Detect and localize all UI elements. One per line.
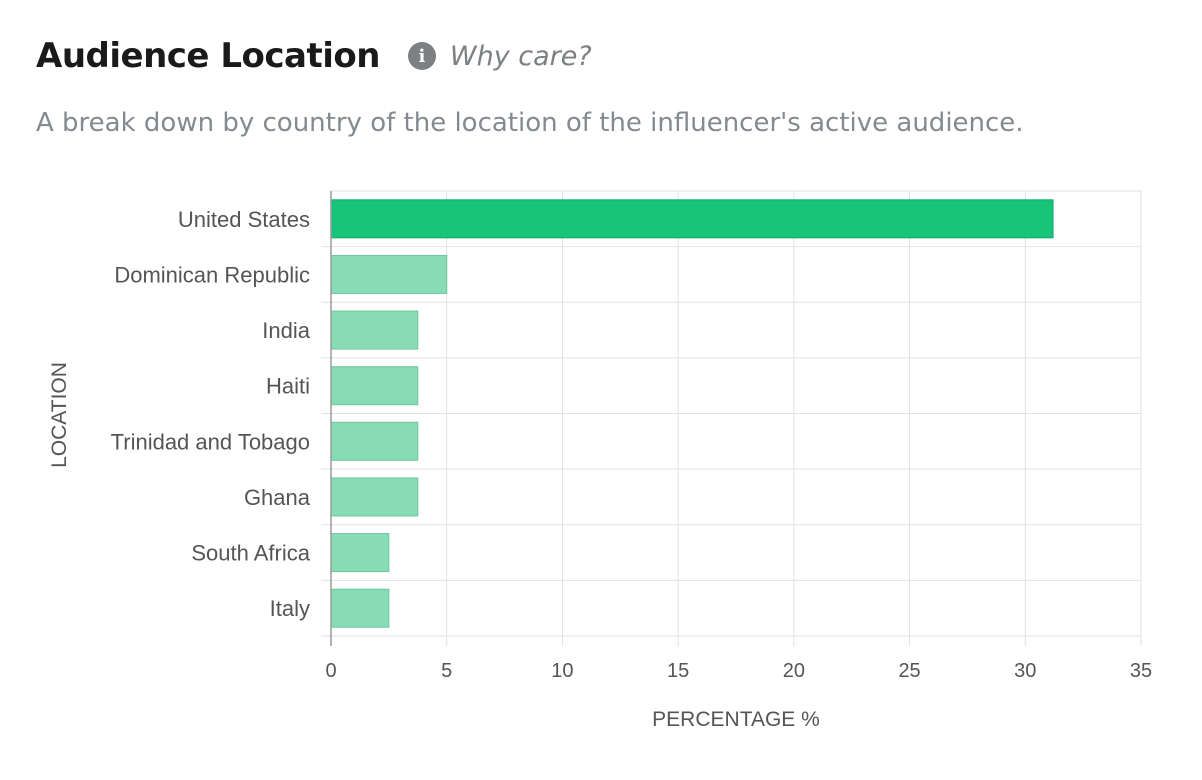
y-tick-label: United States [178,207,310,232]
bar-ghana[interactable] [330,477,419,517]
y-tick-label: Ghana [244,485,311,510]
why-care-link[interactable]: Why care? [449,40,592,72]
x-tick-label: 25 [898,660,920,682]
chart-header: Audience Location i Why care? [36,36,592,76]
y-tick-label: Haiti [266,374,310,399]
y-tick-label: Italy [270,596,310,621]
x-tick-label: 30 [1014,660,1036,682]
x-tick-label: 15 [667,660,689,682]
page-title: Audience Location [36,36,380,76]
x-tick-label: 20 [783,660,805,682]
bar-italy[interactable] [330,588,390,628]
y-tick-label: India [262,318,310,343]
x-tick-label: 5 [441,660,452,682]
x-tick-label: 35 [1130,660,1152,682]
y-tick-label: Dominican Republic [114,262,310,287]
bar-india[interactable] [330,310,419,350]
axis-layer: 0 5 10 15 20 25 30 35 United States Dominican Rep… [111,191,1152,682]
x-tick-label: 0 [325,660,336,682]
x-axis-title: PERCENTAGE % [652,708,820,731]
x-tick-label: 10 [551,660,573,682]
y-tick-label: Trinidad and Tobago [111,429,310,454]
chart-description: A break down by country of the location … [36,108,1024,138]
bar-dominican-republic[interactable] [330,254,448,294]
bar-layer [330,199,1054,628]
y-axis-title: LOCATION [48,362,71,468]
bar-south-africa[interactable] [330,533,390,573]
y-tick-label: South Africa [191,541,310,566]
bar-united-states[interactable] [330,199,1054,239]
info-icon[interactable]: i [407,42,436,70]
bar-trinidad-and-tobago[interactable] [330,421,419,461]
bar-haiti[interactable] [330,366,419,406]
